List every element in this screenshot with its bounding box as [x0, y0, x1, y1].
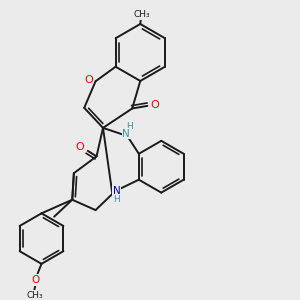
Text: O: O: [84, 75, 93, 85]
Text: N: N: [113, 186, 121, 196]
Text: CH₃: CH₃: [134, 10, 150, 19]
Text: O: O: [151, 100, 159, 110]
Text: H: H: [127, 122, 133, 131]
Text: H: H: [113, 195, 120, 204]
Text: CH₃: CH₃: [26, 291, 43, 300]
Text: N: N: [122, 129, 130, 139]
Text: O: O: [76, 142, 84, 152]
Text: O: O: [32, 275, 40, 285]
